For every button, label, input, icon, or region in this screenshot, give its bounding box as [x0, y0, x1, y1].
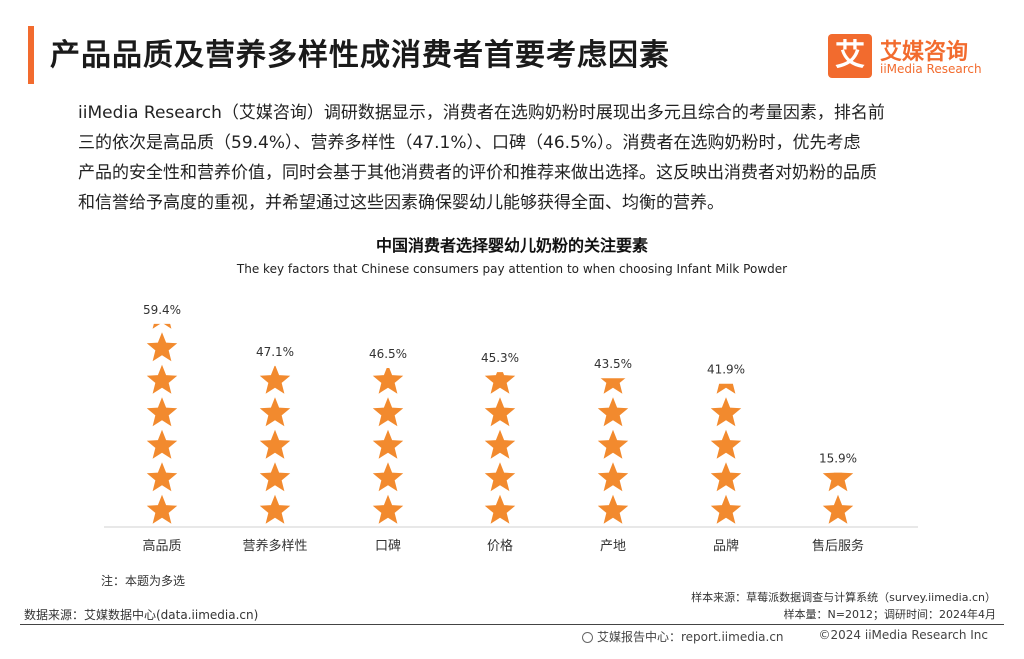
- star-mark: [710, 429, 742, 459]
- star-mark: [372, 429, 404, 459]
- logo-name-en: iiMedia Research: [880, 62, 982, 76]
- star-mark: [822, 494, 854, 524]
- star-mark: [146, 462, 178, 492]
- bar-品牌: [710, 383, 742, 524]
- description: iiMedia Research（艾媒咨询）调研数据显示，消费者在选购奶粉时展现…: [78, 98, 988, 218]
- star-mark: [484, 494, 516, 524]
- logo-mark: 艾: [828, 34, 872, 78]
- data-label: 46.5%: [369, 347, 407, 361]
- x-tick-label: 口碑: [375, 538, 401, 554]
- star-mark: [372, 367, 404, 394]
- star-mark: [484, 372, 516, 394]
- bar-售后服务: [822, 472, 854, 524]
- x-tick-label: 品牌: [713, 538, 739, 554]
- description-line: 和信誉给予高度的重视，并希望通过这些因素确保婴幼儿能够获得全面、均衡的营养。: [78, 193, 724, 213]
- bar-口碑: [372, 367, 404, 524]
- star-mark: [597, 494, 629, 524]
- star-mark: [822, 472, 854, 492]
- star-mark: [259, 365, 291, 394]
- star-mark: [710, 462, 742, 492]
- star-mark: [259, 462, 291, 492]
- footer-divider: [20, 624, 1004, 625]
- star-mark: [597, 462, 629, 492]
- data-label: 43.5%: [594, 357, 632, 371]
- data-label: 15.9%: [819, 452, 857, 466]
- data-label: 45.3%: [481, 351, 519, 365]
- data-label: 41.9%: [707, 363, 745, 377]
- chart-title: 中国消费者选择婴幼儿奶粉的关注要素: [375, 236, 648, 255]
- star-mark: [259, 397, 291, 427]
- star-mark: [484, 397, 516, 427]
- x-tick-label: 产地: [600, 539, 626, 554]
- star-mark: [484, 462, 516, 492]
- bar-高品质: [146, 323, 178, 524]
- star-mark: [600, 378, 626, 394]
- star-mark: [716, 383, 736, 394]
- star-mark: [372, 462, 404, 492]
- star-mark: [372, 494, 404, 524]
- chart-subtitle: The key factors that Chinese consumers p…: [236, 262, 788, 276]
- star-mark: [146, 332, 178, 362]
- sample-source: 样本来源：草莓派数据调查与计算系统（survey.iimedia.cn）: [691, 591, 996, 604]
- star-mark: [152, 323, 172, 329]
- star-mark: [710, 397, 742, 427]
- star-mark: [146, 364, 178, 394]
- sample-size: 样本量：N=2012；调研时间：2024年4月: [783, 608, 996, 621]
- x-tick-label: 售后服务: [812, 538, 864, 554]
- logo-name-cn: 艾媒咨询: [880, 40, 969, 65]
- x-tick-label: 价格: [487, 538, 513, 554]
- footer-report-text: 艾媒报告中心：report.iimedia.cn: [597, 630, 784, 644]
- star-mark: [710, 494, 742, 524]
- data-source: 数据来源：艾媒数据中心(data.iimedia.cn): [24, 608, 259, 622]
- star-mark: [372, 397, 404, 427]
- page-title: 产品品质及营养多样性成消费者首要考虑因素: [50, 38, 670, 73]
- star-mark: [484, 429, 516, 459]
- data-label: 47.1%: [256, 345, 294, 359]
- globe-icon: [582, 632, 593, 643]
- star-mark: [146, 397, 178, 427]
- x-tick-label: 高品质: [142, 538, 181, 554]
- star-mark: [259, 494, 291, 524]
- bar-营养多样性: [259, 365, 291, 524]
- footer-copyright: ©2024 iiMedia Research Inc: [818, 628, 988, 642]
- bar-价格: [484, 372, 516, 524]
- footer-report: 艾媒报告中心：report.iimedia.cn: [582, 628, 784, 645]
- bar-产地: [597, 378, 629, 524]
- x-tick-label: 营养多样性: [242, 538, 307, 554]
- chart-note: 注：本题为多选: [101, 574, 186, 588]
- description-line: 三的依次是高品质（59.4%）、营养多样性（47.1%）、口碑（46.5%）。消…: [78, 133, 861, 153]
- star-mark: [597, 397, 629, 427]
- description-line: 产品的安全性和营养价值，同时会基于其他消费者的评价和推荐来做出选择。这反映出消费…: [78, 163, 877, 183]
- star-mark: [259, 429, 291, 459]
- star-mark: [597, 429, 629, 459]
- data-label: 59.4%: [143, 303, 181, 317]
- iimedia-logo: 艾 艾媒咨询 iiMedia Research: [828, 34, 998, 80]
- star-mark: [146, 429, 178, 459]
- title-accent-bar: [28, 26, 34, 84]
- description-line: iiMedia Research（艾媒咨询）调研数据显示，消费者在选购奶粉时展现…: [78, 103, 885, 123]
- star-mark: [146, 494, 178, 524]
